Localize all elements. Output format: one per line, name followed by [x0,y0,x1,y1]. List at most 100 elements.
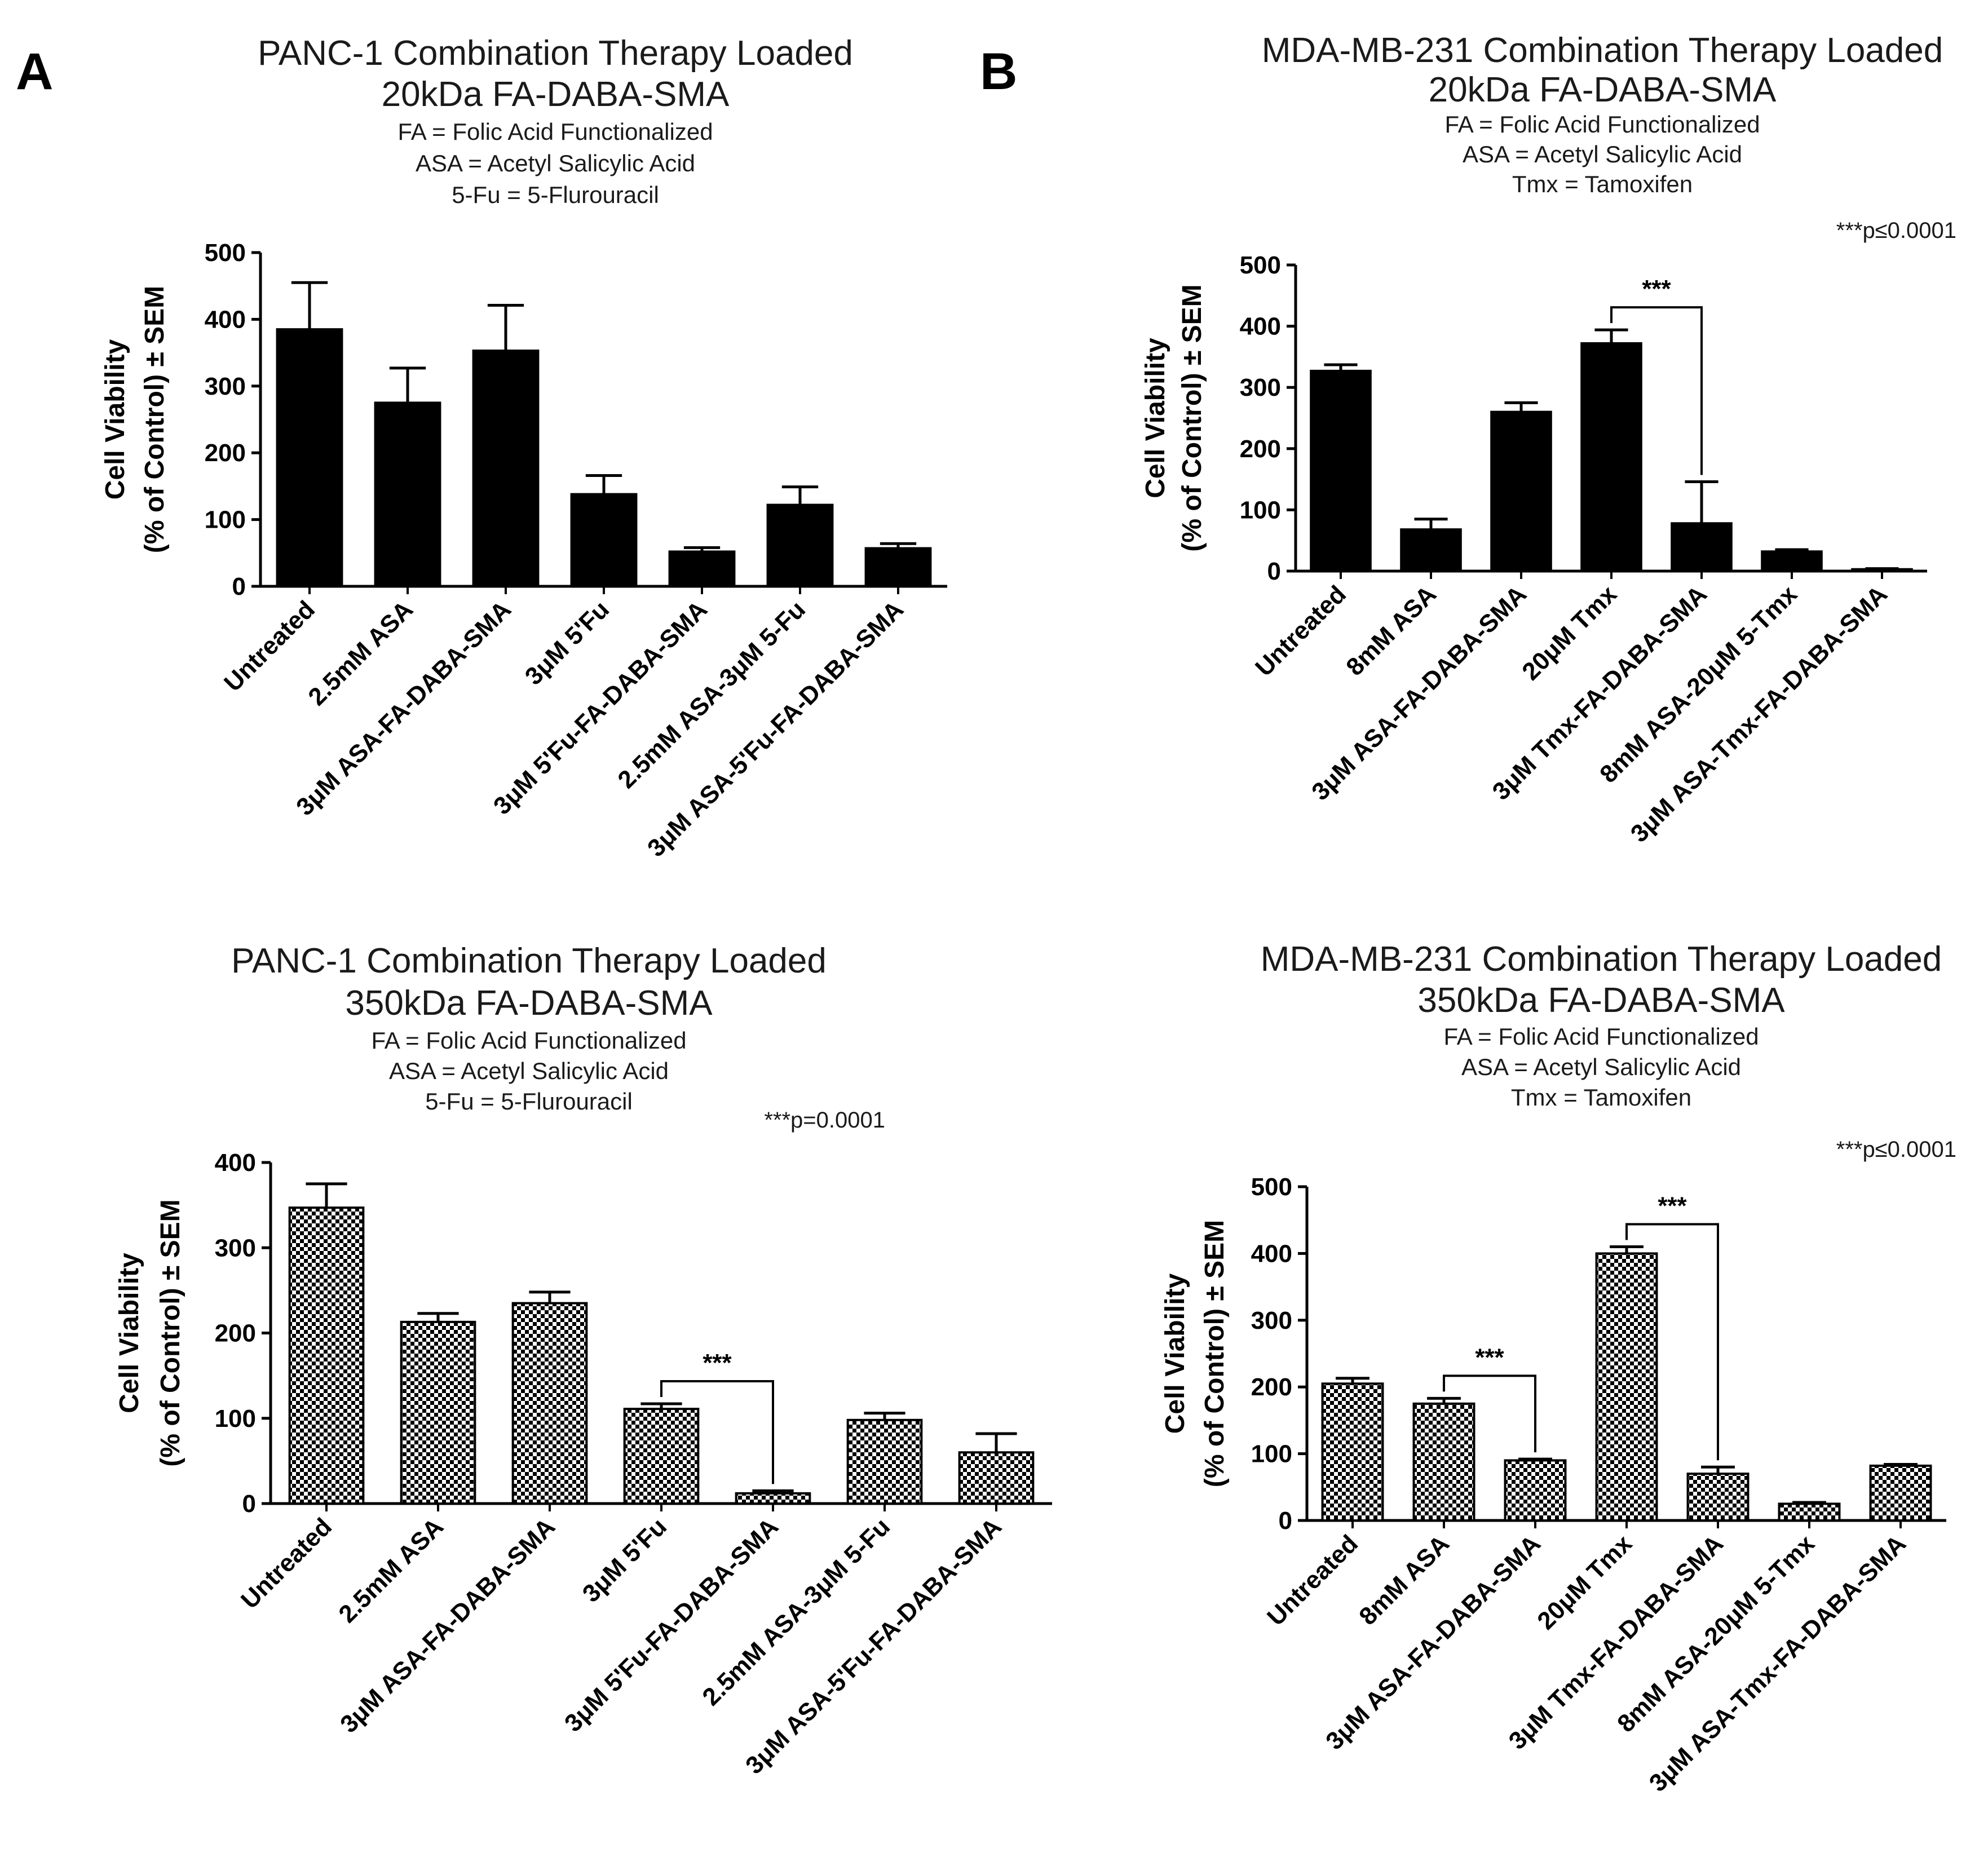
bar [1595,1252,1658,1522]
abbreviation-note: FA = Folic Acid Functionalized [371,1027,686,1054]
chart-mda-350kda: MDA-MB-231 Combination Therapy Loaded350… [1160,940,1956,1797]
category-label: 3μM 5'Fu [520,595,615,690]
chart-panc1-350kda: PANC-1 Combination Therapy Loaded 350kDa … [114,941,1052,1779]
y-axis-label: (% of Control) ± SEM [1177,284,1207,551]
abbreviation-note: Tmx = Tamoxifen [1511,1084,1691,1111]
bar [1671,522,1733,572]
category-label: Untreated [1262,1529,1363,1631]
bar [472,350,540,587]
bar [1869,1464,1932,1522]
significance-bracket [1610,306,1703,475]
abbreviation-note: FA = Folic Acid Functionalized [1443,1023,1759,1050]
category-label: 2.5mM ASA-3μM 5-Fu [612,595,811,794]
bar [400,1320,476,1505]
abbreviation-note: ASA = Acetyl Salicylic Acid [389,1058,669,1084]
y-tick-label: 500 [1240,251,1281,279]
bar [511,1302,588,1505]
y-axis-label: (% of Control) ± SEM [156,1199,185,1466]
significance-marker: *** [1475,1343,1504,1371]
category-label: 3μM 5'Fu-FA-DABA-SMA [559,1513,784,1737]
y-tick-label: 100 [205,506,246,534]
y-axis-label: (% of Control) ± SEM [140,286,170,553]
y-tick-label: 100 [1251,1440,1292,1468]
bar [766,503,834,587]
bar [735,1492,811,1505]
significance-bracket [1625,1223,1719,1461]
panel-label-a: A [16,43,53,100]
y-axis-label: Cell Viability [100,339,130,499]
bar [1580,342,1642,572]
significance-note: ***p≤0.0001 [1836,1137,1956,1162]
significance-bracket [1443,1374,1536,1453]
abbreviation-note: ASA = Acetyl Salicylic Acid [1463,141,1742,167]
chart-title: PANC-1 Combination Therapy Loaded [231,941,827,980]
abbreviation-note: ASA = Acetyl Salicylic Acid [1461,1054,1741,1080]
chart-title: MDA-MB-231 Combination Therapy Loaded [1261,940,1942,979]
y-tick-label: 0 [1267,558,1281,585]
y-tick-label: 300 [205,373,246,400]
y-axis-label: (% of Control) ± SEM [1200,1220,1230,1487]
y-axis-label: Cell Viability [114,1253,144,1413]
y-tick-label: 300 [1251,1307,1292,1334]
y-tick-label: 100 [215,1405,256,1433]
bar [288,1206,365,1505]
bar [374,401,441,588]
y-tick-label: 0 [232,573,246,600]
bar [1490,410,1552,572]
y-tick-label: 200 [215,1320,256,1347]
chart-title: PANC-1 Combination Therapy Loaded [258,34,853,73]
abbreviation-note: ASA = Acetyl Salicylic Acid [416,150,695,176]
bar [623,1408,700,1505]
y-tick-label: 200 [1251,1373,1292,1401]
bar [1761,550,1823,572]
category-label: 2.5mM ASA [333,1513,449,1628]
y-tick-label: 400 [1240,313,1281,341]
abbreviation-note: 5-Fu = 5-Flurouracil [452,182,659,208]
chart-mda-20kda: MDA-MB-231 Combination Therapy Loaded20k… [1141,31,1956,848]
y-tick-label: 0 [1279,1507,1292,1535]
significance-marker: *** [1658,1192,1687,1220]
category-label: Untreated [219,595,320,697]
y-tick-label: 300 [1240,374,1281,401]
y-tick-label: 0 [242,1490,256,1518]
significance-marker: *** [1642,275,1671,303]
panel-label-b: B [980,43,1017,100]
abbreviation-note: Tmx = Tamoxifen [1512,171,1693,197]
y-tick-label: 400 [215,1149,256,1177]
bar [864,547,932,588]
category-label: 2.5mM ASA-3μM 5-Fu [697,1513,895,1711]
category-label: 3μM 5'Fu [577,1513,672,1607]
category-label: Untreated [1250,580,1351,682]
category-label: 8mM ASA [1354,1529,1455,1630]
abbreviation-note: FA = Folic Acid Functionalized [1444,111,1760,138]
chart-subtitle: 350kDa FA-DABA-SMA [345,984,713,1023]
bar [1412,1402,1475,1522]
bar [1686,1473,1750,1522]
y-axis-label: Cell Viability [1160,1273,1190,1434]
y-tick-label: 400 [1251,1240,1292,1267]
chart-subtitle: 20kDa FA-DABA-SMA [382,75,730,114]
bar [570,493,638,587]
chart-subtitle: 20kDa FA-DABA-SMA [1429,70,1777,109]
bar [1778,1502,1841,1522]
bar [1400,528,1462,572]
abbreviation-note: FA = Folic Acid Functionalized [397,118,713,145]
category-label: Untreated [236,1513,337,1614]
chart-subtitle: 350kDa FA-DABA-SMA [1417,981,1785,1020]
y-tick-label: 300 [215,1234,256,1262]
abbreviation-note: 5-Fu = 5-Flurouracil [425,1088,633,1115]
category-label: 3μM ASA-FA-DABA-SMA [335,1513,560,1738]
bar [1310,369,1372,572]
bar [1321,1382,1384,1522]
bar [668,550,736,588]
significance-marker: *** [703,1349,732,1377]
bar [276,328,343,587]
bar [958,1451,1035,1505]
y-tick-label: 400 [205,306,246,333]
y-tick-label: 200 [1240,435,1281,463]
y-tick-label: 500 [1251,1173,1292,1201]
y-tick-label: 200 [205,439,246,467]
chart-title: MDA-MB-231 Combination Therapy Loaded [1262,31,1943,70]
